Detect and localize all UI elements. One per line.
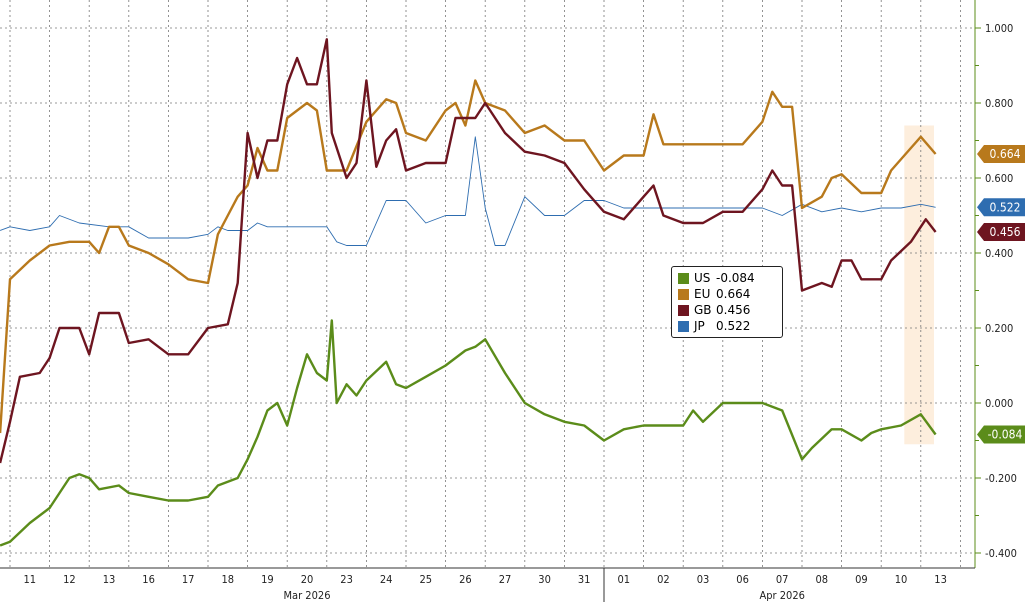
x-tick-label: 03 [697,573,710,586]
legend-swatch [678,304,689,316]
x-tick-label: 27 [499,573,512,586]
x-tick-label: 01 [618,573,631,586]
x-tick-label: 24 [380,573,393,586]
x-tick-label: 07 [776,573,789,586]
y-tick-label: 0.400 [985,247,1013,260]
x-tick-label: 30 [538,573,551,586]
x-tick-label: 13 [103,573,116,586]
legend-label: EU [694,287,711,301]
y-tick-label: 0.200 [985,322,1013,335]
value-tag-label: -0.084 [988,428,1023,442]
legend-value: -0.084 [716,271,755,285]
month-label: Mar 2026 [284,589,331,602]
x-tick-label: 06 [736,573,749,586]
x-tick-label: 25 [420,573,433,586]
legend-item-gb: GB 0.456 [678,302,776,318]
last-value-tags: -0.084 0.664 0.456 0.522 [977,145,1025,444]
y-axis: 1.000 0.800 0.600 0.400 0.200 0.000 -0.200 -0.4… [974,0,1017,568]
highlight-band [904,125,934,445]
x-tick-label: 18 [222,573,235,586]
series-line-eu [0,79,937,434]
legend-swatch [678,272,689,284]
x-tick-label: 26 [459,573,472,586]
value-tag-gb [977,223,1025,241]
x-tick-label: 10 [895,573,908,586]
y-tick-label: 1.000 [985,22,1013,35]
x-tick-label: 02 [657,573,670,586]
gridlines [0,0,975,568]
legend-swatch [678,288,689,300]
value-tag-us [977,425,1025,444]
value-tag-label: 0.522 [990,200,1021,214]
x-tick-label: 17 [182,573,195,586]
x-tick-label: 11 [24,573,37,586]
y-tick-label: 0.600 [985,172,1013,185]
legend-label: US [694,271,711,285]
month-label: Apr 2026 [759,589,804,602]
series-line-us [0,319,937,547]
value-tag-jp [977,198,1025,217]
highlight-rect [904,125,934,445]
y-tick-label: 0.800 [985,97,1013,110]
value-tag-label: 0.664 [990,147,1021,161]
series-line-gb [0,38,937,464]
y-tick-label: -0.200 [985,472,1017,485]
y-tick-label: -0.400 [985,547,1017,560]
x-tick-label: 13 [934,573,947,586]
legend: US -0.084 EU 0.664 GB 0.456 JP 0.522 [671,266,783,338]
y-tick-label: 0.000 [985,397,1013,410]
legend-swatch [678,320,689,332]
value-tag-eu [977,145,1025,163]
legend-label: JP [694,319,705,333]
x-tick-label: 23 [340,573,353,586]
legend-value: 0.664 [716,287,751,301]
x-tick-label: 20 [301,573,314,586]
x-tick-label: 12 [63,573,76,586]
x-tick-label: 16 [142,573,155,586]
legend-item-eu: EU 0.664 [678,286,776,302]
legend-value: 0.456 [716,303,751,317]
x-axis: 11 12 13 16 17 18 19 20 23 24 25 26 27 30 31 01 02 03 06 07… [0,567,975,602]
legend-item-us: US -0.084 [678,270,776,286]
x-tick-label: 19 [261,573,274,586]
legend-value: 0.522 [716,319,751,333]
series-lines [0,38,937,547]
x-tick-label: 31 [578,573,591,586]
legend-item-jp: JP 0.522 [678,318,776,334]
value-tag-label: 0.456 [990,225,1021,239]
x-tick-label: 09 [855,573,868,586]
legend-label: GB [694,303,712,317]
x-tick-label: 08 [816,573,829,586]
series-line-jp [0,136,936,246]
